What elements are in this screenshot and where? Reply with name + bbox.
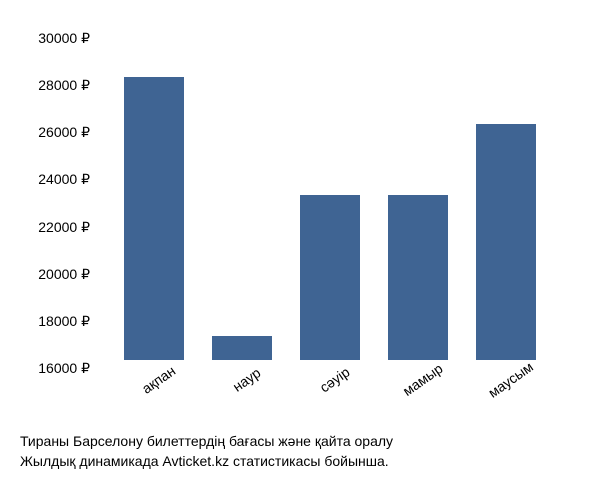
x-tick-label: ақпан <box>129 356 202 425</box>
plot-area <box>100 30 560 360</box>
bar <box>124 77 184 360</box>
chart-caption: Тираны Барселону билеттердің бағасы және… <box>20 432 580 471</box>
x-tick-label: сәуір <box>305 356 378 425</box>
caption-line-1: Тираны Барселону билеттердің бағасы және… <box>20 432 580 452</box>
bar <box>300 195 360 360</box>
y-axis: 16000 ₽18000 ₽20000 ₽22000 ₽24000 ₽26000… <box>20 30 95 360</box>
bars-group <box>100 30 560 360</box>
x-tick-label: мамыр <box>393 356 466 425</box>
caption-line-2: Жылдық динамикада Avticket.kz статистика… <box>20 452 580 472</box>
x-axis: ақпаннаурсәуірмамырмаусым <box>100 365 560 415</box>
bar <box>212 336 272 360</box>
x-tick-label: наур <box>217 356 290 425</box>
chart-container: 16000 ₽18000 ₽20000 ₽22000 ₽24000 ₽26000… <box>20 20 580 420</box>
bar <box>388 195 448 360</box>
x-tick-label: маусым <box>481 356 554 425</box>
bar <box>476 124 536 360</box>
